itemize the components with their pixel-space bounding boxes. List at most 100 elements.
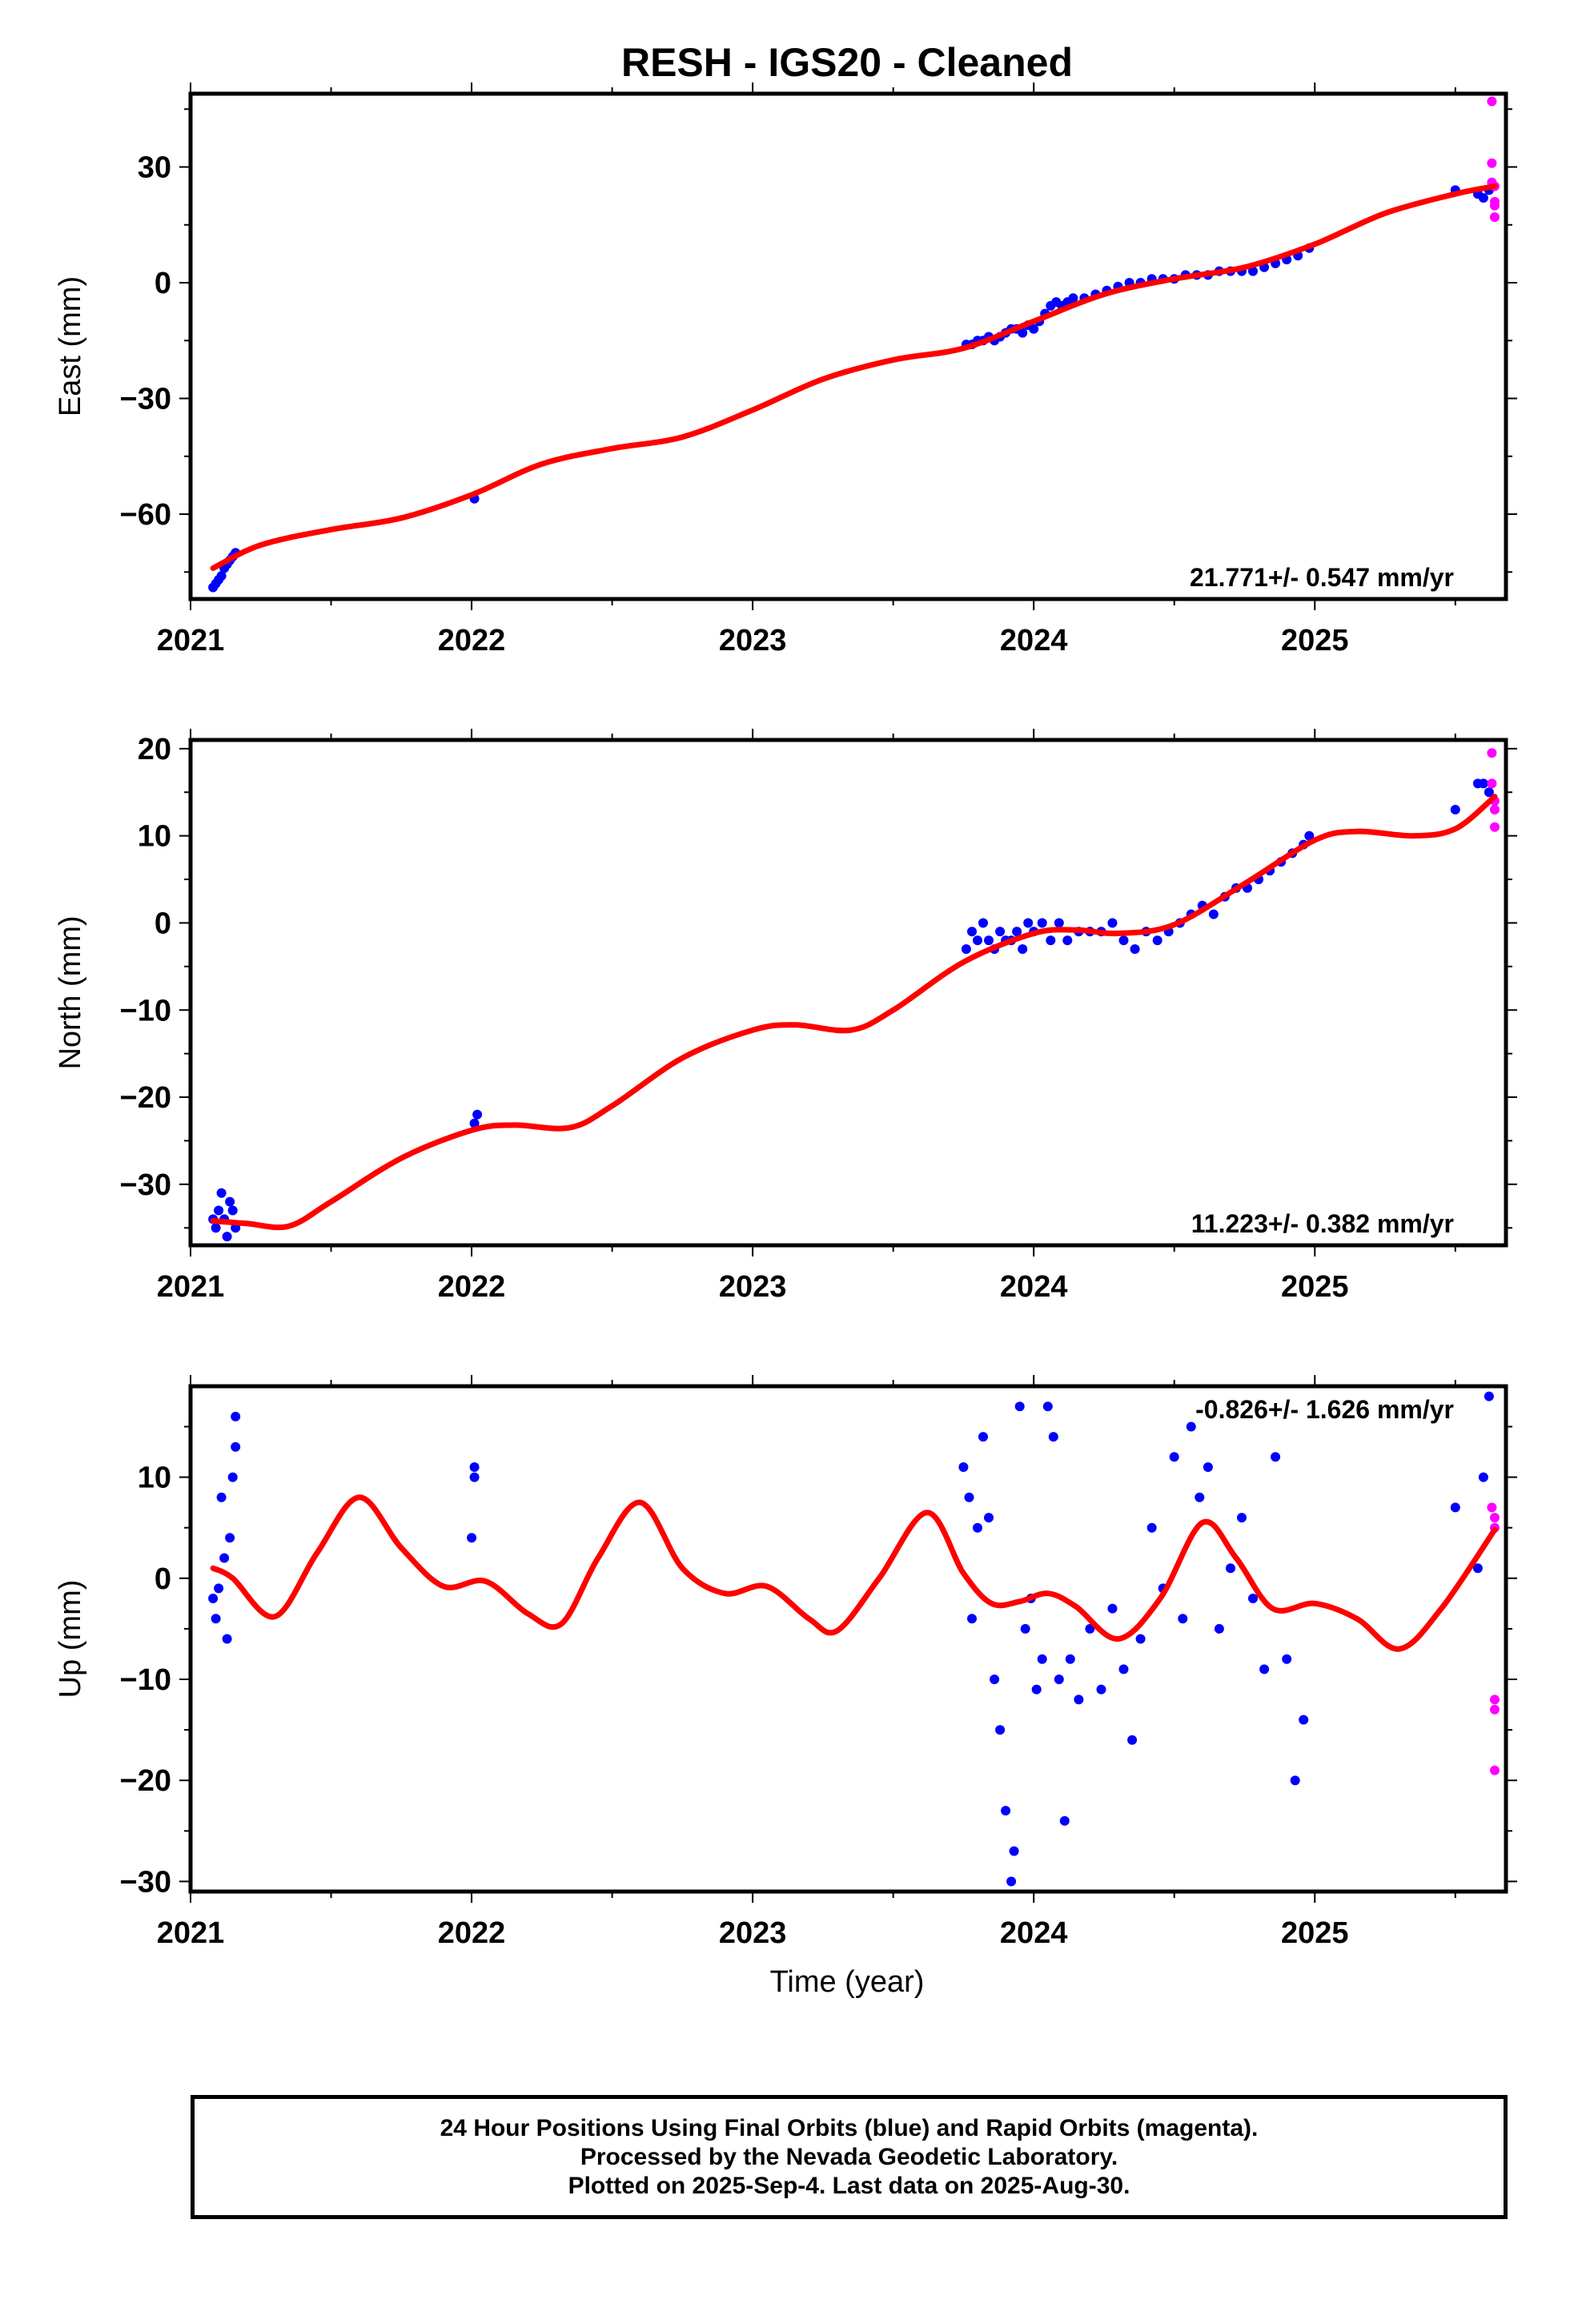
north-y-tick-label: 10 xyxy=(138,820,171,854)
north-data-point xyxy=(1208,909,1219,919)
up-data xyxy=(208,1391,1500,1887)
up-data-point xyxy=(211,1614,221,1624)
up-data-point xyxy=(1006,1876,1017,1887)
up-data-point xyxy=(984,1513,994,1523)
north-data-point xyxy=(225,1196,235,1207)
east-y-tick-label: −30 xyxy=(120,383,171,416)
up-data-point xyxy=(1195,1492,1205,1502)
north-x-tick-label: 2021 xyxy=(157,1270,225,1304)
north-panel: 2021 2022 2023 2024 2025 20 10 0 −10 −20 −30 North … xyxy=(54,729,1517,1304)
north-data-point xyxy=(1152,935,1162,946)
east-ticks: 2021 2022 2023 2024 2025 30 0 −30 −60 xyxy=(120,82,1517,657)
up-x-tick-label: 2025 xyxy=(1281,1916,1349,1950)
north-data-point xyxy=(214,1205,224,1216)
north-x-tick-label: 2023 xyxy=(719,1270,787,1304)
up-x-tick-label: 2023 xyxy=(719,1916,787,1950)
east-panel: 2021 2022 2023 2024 2025 30 0 −30 −60 East (mm) 21… xyxy=(54,82,1517,657)
up-model-curve xyxy=(210,1494,1498,1652)
up-data-point xyxy=(1450,1502,1460,1513)
north-y-tick-label: 20 xyxy=(138,733,171,766)
up-data-point xyxy=(1490,1513,1500,1523)
up-panel: 2021 2022 2023 2024 2025 10 0 −10 −20 −30 Up (mm) -… xyxy=(54,1375,1517,1950)
up-data-point xyxy=(219,1553,230,1563)
up-data-point xyxy=(1169,1452,1179,1462)
east-x-tick-label: 2022 xyxy=(438,624,506,657)
north-data-point xyxy=(1490,822,1500,832)
up-data-point xyxy=(1042,1401,1053,1412)
north-data-point xyxy=(984,935,994,946)
east-series-final-orbits xyxy=(208,185,1494,593)
up-data-point xyxy=(1096,1684,1106,1695)
north-data-point xyxy=(978,918,988,928)
up-data-point xyxy=(1127,1735,1138,1745)
up-data-point xyxy=(978,1432,988,1442)
up-data-point xyxy=(225,1533,235,1543)
north-data-point xyxy=(1037,918,1047,928)
up-rate-label: -0.826+/- 1.626 mm/yr xyxy=(1195,1395,1454,1424)
north-data-point xyxy=(961,944,971,955)
north-data-point xyxy=(1487,748,1497,758)
up-data-point xyxy=(1259,1664,1270,1675)
east-data-point xyxy=(1487,96,1497,107)
up-data-point xyxy=(1214,1623,1224,1634)
caption-line-1: 24 Hour Positions Using Final Orbits (bl… xyxy=(440,2114,1259,2141)
up-data-point xyxy=(1020,1623,1030,1634)
up-data-point xyxy=(1237,1513,1247,1523)
up-data-point xyxy=(1074,1695,1084,1705)
north-data-point xyxy=(472,1109,483,1120)
north-y-tick-label: −10 xyxy=(120,994,171,1027)
north-data-point xyxy=(1130,944,1140,955)
up-data-point xyxy=(214,1583,224,1594)
up-data-point xyxy=(1490,1765,1500,1775)
up-data-point xyxy=(1037,1654,1047,1664)
north-x-tick-label: 2024 xyxy=(1000,1270,1068,1304)
up-y-tick-label: 0 xyxy=(155,1562,171,1596)
north-data-point xyxy=(211,1223,221,1233)
up-data-point xyxy=(222,1634,232,1644)
north-x-tick-label: 2022 xyxy=(438,1270,506,1304)
north-data-point xyxy=(1107,918,1118,928)
up-data-point xyxy=(1186,1421,1196,1432)
up-data-point xyxy=(1203,1462,1213,1472)
up-data-point xyxy=(1271,1452,1281,1462)
up-data-point xyxy=(1248,1594,1258,1603)
x-axis-title: Time (year) xyxy=(770,1965,925,1999)
up-data-point xyxy=(995,1725,1006,1735)
up-series-final-orbits xyxy=(208,1391,1494,1887)
up-data-point xyxy=(1472,1563,1483,1574)
up-data-point xyxy=(1484,1391,1494,1401)
up-data-point xyxy=(216,1492,227,1502)
east-data-point xyxy=(1487,158,1497,168)
up-data-point xyxy=(1146,1522,1157,1533)
east-y-tick-label: 30 xyxy=(138,151,171,185)
north-data-point xyxy=(1490,805,1500,814)
up-data-point xyxy=(1054,1675,1064,1684)
north-y-tick-label: −20 xyxy=(120,1081,171,1115)
north-data-point xyxy=(469,1118,480,1128)
north-data-point xyxy=(1018,944,1028,955)
up-data-point xyxy=(1059,1815,1070,1826)
up-data-point xyxy=(1135,1634,1146,1644)
up-data-point xyxy=(1118,1664,1129,1675)
north-data-point xyxy=(1012,927,1022,937)
north-ticks: 2021 2022 2023 2024 2025 20 10 0 −10 −20 −30 xyxy=(120,729,1517,1304)
north-data-point xyxy=(1046,935,1056,946)
up-y-tick-label: 10 xyxy=(138,1462,171,1495)
east-data-point xyxy=(1490,212,1500,223)
north-data-point xyxy=(216,1188,227,1198)
east-rate-label: 21.771+/- 0.547 mm/yr xyxy=(1190,563,1454,592)
up-data-point xyxy=(1014,1401,1025,1412)
east-x-tick-label: 2024 xyxy=(1000,624,1068,657)
north-data-point xyxy=(1484,787,1494,798)
up-data-point xyxy=(469,1462,480,1472)
east-x-tick-label: 2025 xyxy=(1281,624,1349,657)
up-y-tick-label: −10 xyxy=(120,1663,171,1697)
east-data-point xyxy=(1478,193,1488,203)
up-data-point xyxy=(1226,1563,1235,1574)
up-data-point xyxy=(1282,1654,1292,1664)
north-data-point xyxy=(1118,935,1129,946)
north-data-point xyxy=(995,927,1006,937)
north-data-point xyxy=(1054,918,1064,928)
up-data-point xyxy=(227,1472,238,1482)
